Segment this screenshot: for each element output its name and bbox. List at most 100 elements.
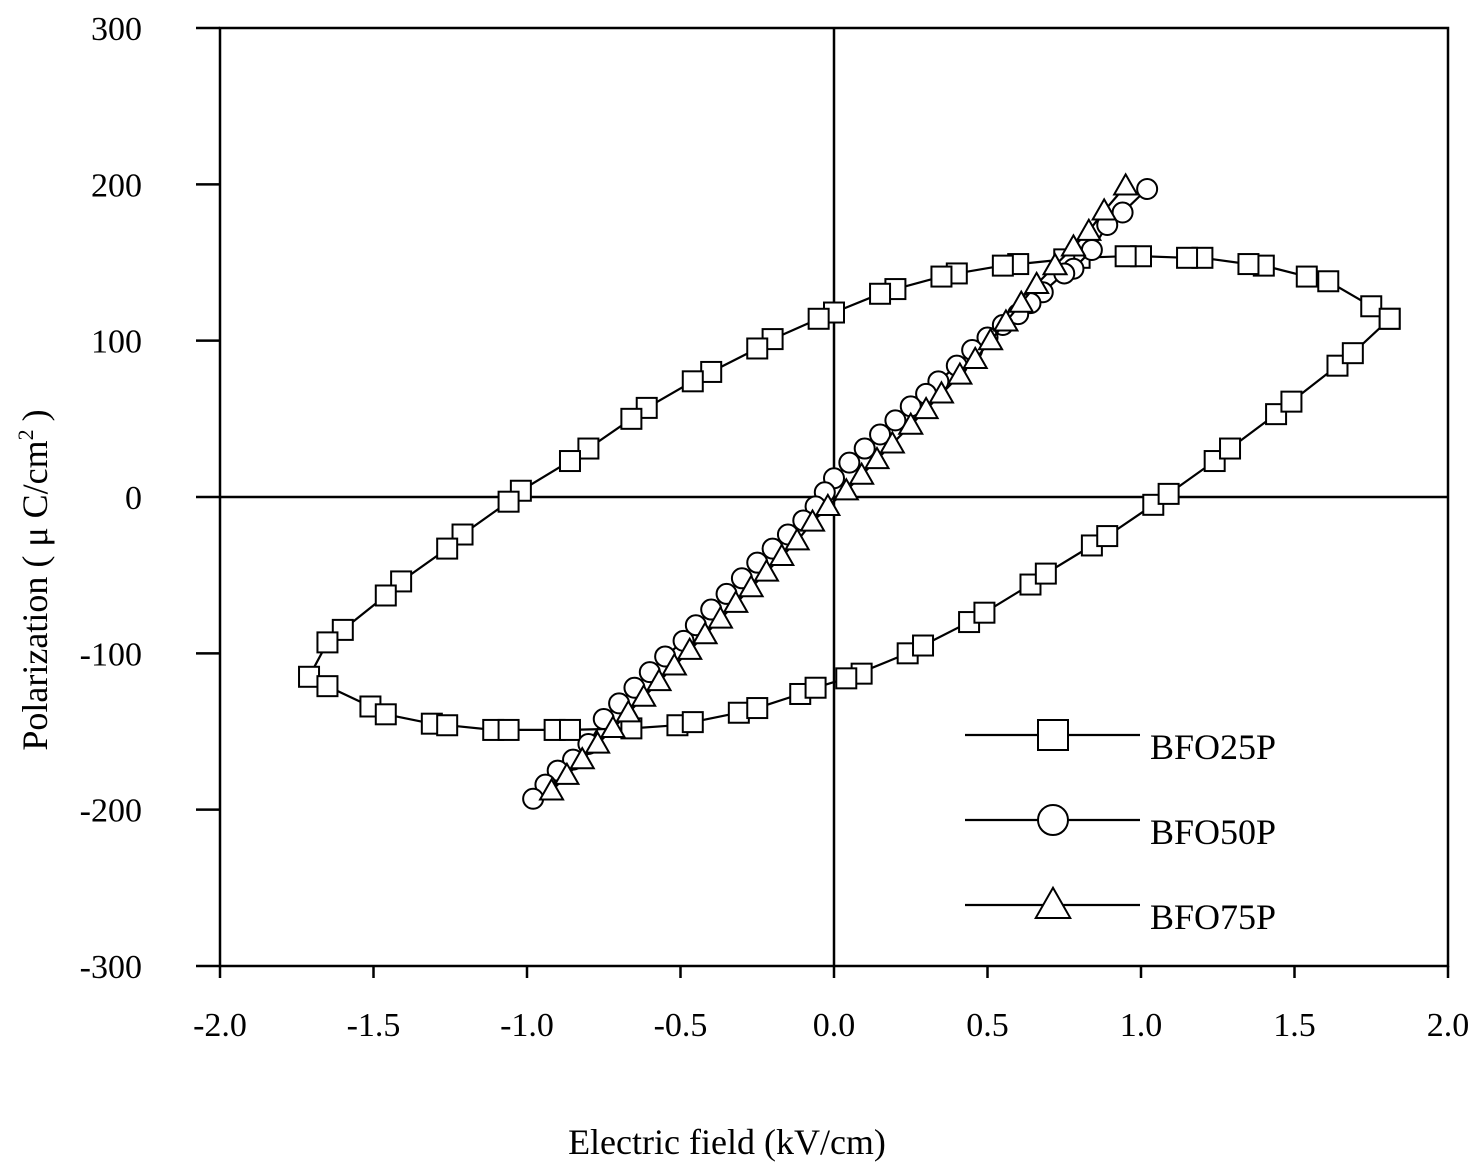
data-point-BFO25P [1219,437,1242,460]
data-point-BFO25P [681,711,704,734]
data-point-BFO75P [879,430,906,454]
y-tick-label: 200 [91,167,142,204]
data-point-BFO75P [1041,252,1069,276]
y-tick-label: -300 [80,949,142,986]
data-point-BFO25P [577,437,600,460]
data-point-BFO50P [1080,238,1103,261]
legend-marker-BFO25P [1037,719,1069,751]
data-point-BFO25P [869,282,892,305]
data-point-BFO75P [553,761,581,785]
data-point-BFO75P [737,574,765,598]
x-tick-label: 1.5 [1273,1007,1316,1044]
data-point-BFO25P [1295,265,1318,288]
data-point-BFO25P [930,265,953,288]
data-point-BFO25P [298,665,321,688]
data-point-BFO75P [691,621,719,645]
data-point-BFO25P [1378,307,1401,330]
data-point-BFO25P [558,450,581,473]
data-point-BFO50P [853,437,876,460]
data-point-BFO75P [928,380,955,404]
data-point-BFO25P [1114,245,1137,268]
data-point-BFO25P [1034,562,1057,585]
data-point-BFO75P [630,683,657,707]
y-axis-title-close: ) [15,409,55,421]
data-point-BFO25P [497,718,520,741]
data-point-BFO25P [1280,390,1303,413]
axes: -2.0 -1.5 -1.0 -0.5 0.0 0.5 1.0 1.5 2.0 300 200 100… [80,11,1468,1044]
data-point-BFO25P [700,360,723,383]
data-point-BFO25P [1157,482,1180,505]
data-point-BFO75P [946,361,974,385]
data-point-BFO75P [912,395,940,420]
data-point-BFO75P [661,652,688,676]
data-point-BFO25P [1237,253,1260,276]
data-point-BFO75P [569,746,596,770]
data-point-BFO75P [615,699,642,723]
legend-item-BFO25P: BFO25P [965,719,1276,767]
data-point-BFO75P [584,730,611,754]
data-point-BFO25P [804,676,827,699]
data-point-BFO75P [676,636,703,660]
data-point-BFO25P [727,701,750,724]
data-point-BFO75P [1023,270,1050,295]
data-point-BFO75P [1112,172,1139,196]
series-BFO25P [298,245,1401,741]
data-point-BFO50P [838,451,861,474]
x-tick-label: 0.0 [813,1007,856,1044]
data-point-BFO25P [807,307,830,330]
x-tick-label: -1.5 [347,1007,401,1044]
legend-item-BFO50P: BFO50P [965,804,1276,852]
y-tick-label: 300 [91,11,142,48]
data-point-BFO25P [1317,270,1340,293]
series-BFO75P [538,172,1139,801]
legend-marker-BFO75P [1034,885,1072,919]
x-axis-title: Electric field (kV/cm) [568,1122,886,1162]
y-tick-label: -100 [80,636,142,673]
legend-label: BFO50P [1150,812,1276,852]
data-point-BFO25P [374,703,397,726]
data-point-BFO25P [746,337,769,360]
data-point-BFO75P [897,411,924,435]
data-point-BFO25P [374,584,397,607]
data-point-BFO25P [316,631,339,654]
data-point-BFO25P [558,718,581,741]
x-tick-label: 2.0 [1427,1007,1468,1044]
data-point-BFO75P [599,714,627,738]
data-point-BFO75P [768,542,796,567]
data-point-BFO75P [1075,217,1103,241]
data-point-BFO25P [1341,342,1364,365]
data-point-BFO25P [436,537,459,560]
x-tick-label: -2.0 [193,1007,247,1044]
x-tick-label: 1.0 [1120,1007,1163,1044]
data-point-BFO25P [1360,295,1383,318]
y-axis-title-superscript: 2 [13,429,38,440]
data-point-BFO25P [991,254,1014,277]
data-point-BFO75P [833,477,860,501]
data-point-BFO25P [912,634,935,657]
x-tick-label: 0.5 [966,1007,1009,1044]
data-point-BFO25P [1096,525,1119,548]
y-tick-label: 100 [91,324,142,361]
legend-label: BFO75P [1150,897,1276,937]
data-point-BFO50P [1136,178,1159,201]
data-point-BFO25P [835,667,858,690]
data-point-BFO25P [620,407,643,430]
data-point-BFO25P [681,370,704,393]
x-tick-label: -0.5 [654,1007,708,1044]
data-point-BFO25P [973,601,996,624]
legend-marker-BFO50P [1037,804,1069,836]
data-point-BFO75P [977,327,1004,351]
data-point-BFO75P [814,492,842,517]
data-point-BFO25P [497,490,520,513]
data-point-BFO75P [753,558,780,582]
y-tick-label: 0 [125,480,142,517]
data-point-BFO25P [746,697,769,720]
legend: BFO25P BFO50P BFO75P [965,719,1276,937]
data-point-BFO75P [961,345,989,370]
data-point-BFO75P [538,777,565,801]
legend-label: BFO25P [1150,727,1276,767]
y-axis-title: Polarization ( μ C/cm2) [13,409,55,750]
series-layer [298,172,1401,810]
legend-item-BFO75P: BFO75P [965,885,1276,937]
data-point-BFO75P [1090,197,1118,221]
